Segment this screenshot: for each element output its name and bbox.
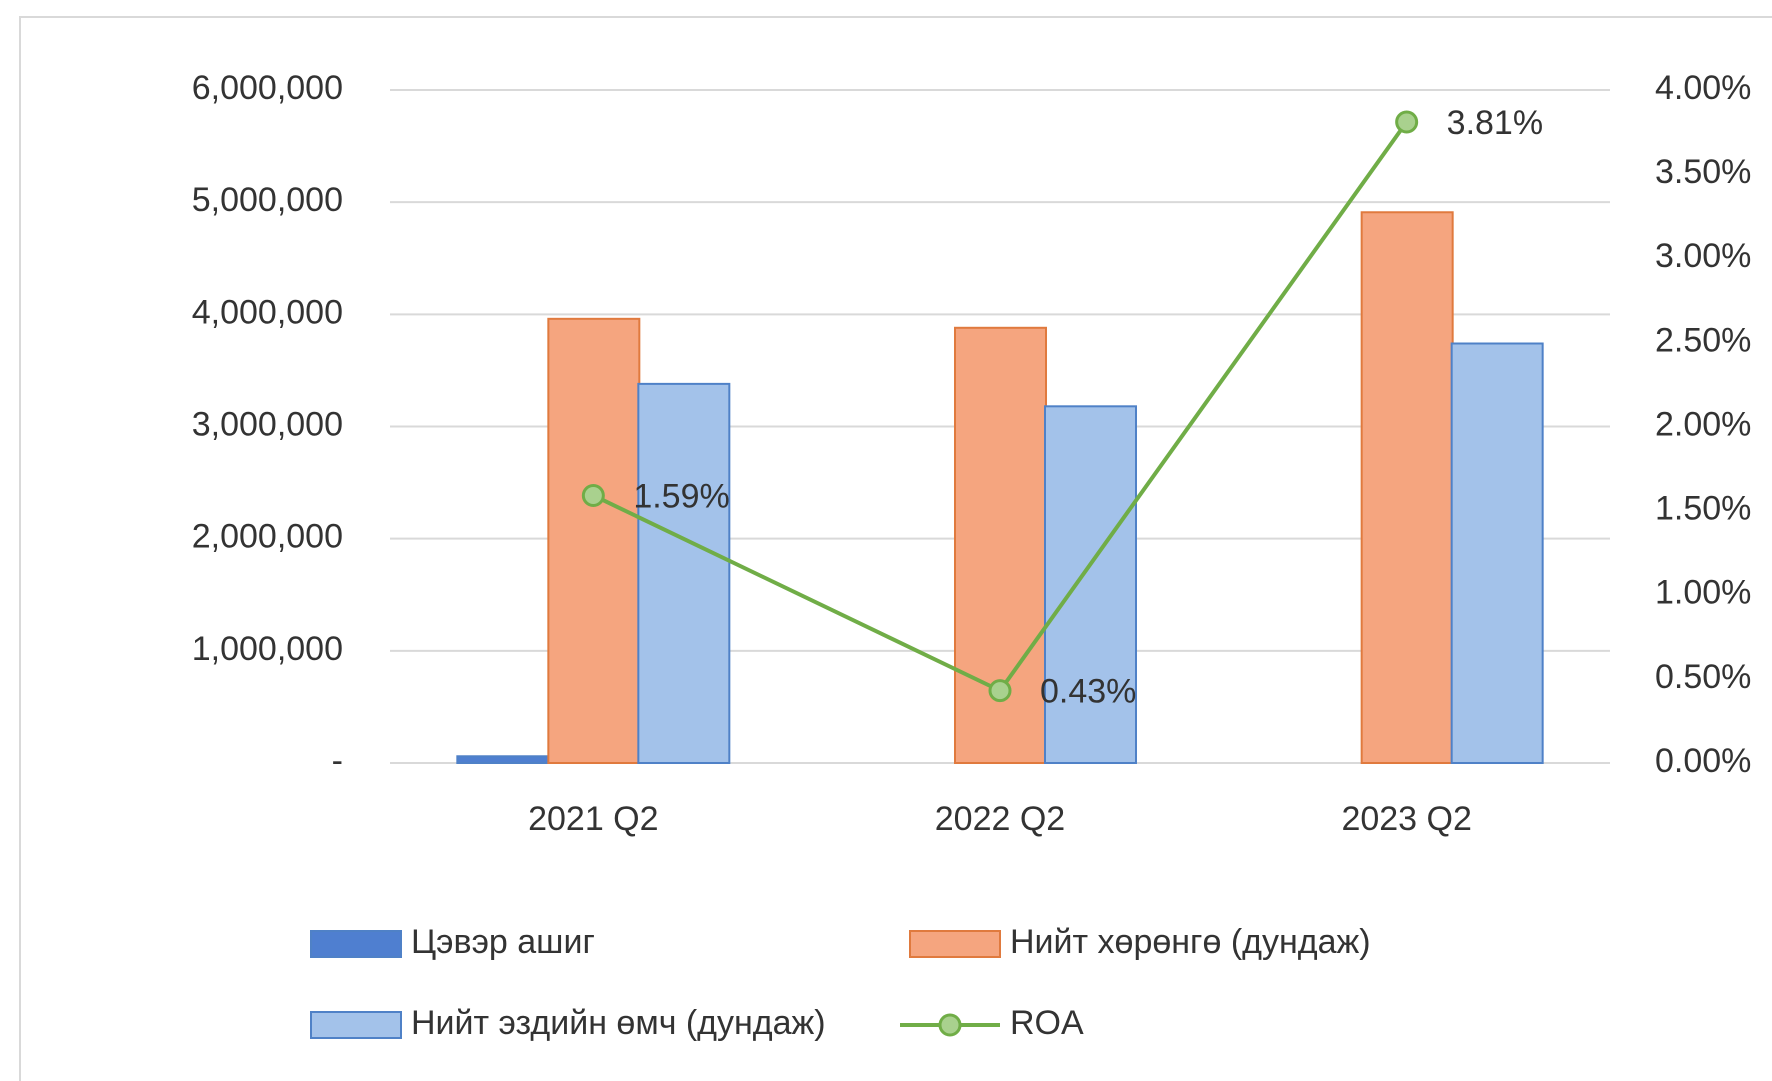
y-tick-label: 5,000,000 — [192, 181, 343, 219]
bar — [547, 317, 641, 764]
data-label: 3.81% — [1447, 104, 1543, 142]
legend-swatch — [938, 1013, 962, 1037]
legend-swatch — [310, 930, 402, 958]
bar — [1450, 342, 1544, 764]
legend-swatch — [310, 1011, 402, 1039]
y-tick-label: 6,000,000 — [192, 69, 343, 107]
x-tick-label: 2023 Q2 — [1341, 800, 1471, 838]
data-label: 0.43% — [1040, 673, 1136, 711]
line-marker — [1395, 110, 1419, 134]
x-tick-label: 2021 Q2 — [528, 800, 658, 838]
y2-tick-label: 2.00% — [1655, 405, 1751, 443]
bar — [1360, 211, 1454, 765]
data-label: 1.59% — [633, 477, 729, 515]
legend-swatch — [909, 930, 1001, 958]
y2-tick-label: 1.50% — [1655, 490, 1751, 528]
legend-label: Нийт хөрөнгө (дундаж) — [1010, 923, 1371, 961]
legend-label: ROA — [1010, 1004, 1084, 1042]
bar — [1044, 405, 1137, 764]
y-tick-label: 3,000,000 — [192, 405, 343, 443]
y-tick-label: 4,000,000 — [192, 293, 343, 331]
legend-label: Цэвэр ашиг — [411, 923, 595, 961]
bar — [456, 755, 550, 765]
y2-tick-label: 1.00% — [1655, 574, 1751, 612]
y-tick-label: 2,000,000 — [192, 518, 343, 556]
y2-tick-label: 4.00% — [1655, 69, 1751, 107]
y2-tick-label: 2.50% — [1655, 321, 1751, 359]
line-marker — [988, 679, 1012, 703]
y2-tick-label: 0.50% — [1655, 658, 1751, 696]
legend-label: Нийт эздийн өмч (дундаж) — [411, 1004, 826, 1042]
y2-tick-label: 3.50% — [1655, 153, 1751, 191]
y-tick-label: - — [332, 742, 343, 780]
y2-tick-label: 0.00% — [1655, 742, 1751, 780]
line-marker — [581, 483, 605, 507]
x-tick-label: 2022 Q2 — [935, 800, 1065, 838]
y-tick-label: 1,000,000 — [192, 630, 343, 668]
bar — [637, 382, 731, 764]
y2-tick-label: 3.00% — [1655, 237, 1751, 275]
